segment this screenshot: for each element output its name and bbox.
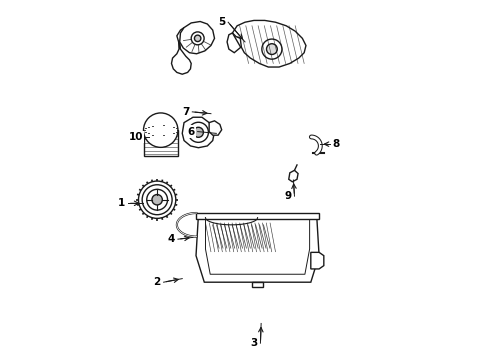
- Circle shape: [194, 127, 203, 137]
- Circle shape: [267, 44, 277, 54]
- Polygon shape: [311, 252, 324, 269]
- Circle shape: [188, 122, 208, 142]
- Text: 5: 5: [218, 17, 225, 27]
- Text: 8: 8: [333, 139, 340, 149]
- Polygon shape: [232, 21, 306, 67]
- Circle shape: [191, 32, 204, 45]
- Text: 6: 6: [188, 127, 195, 136]
- Polygon shape: [196, 216, 319, 282]
- Circle shape: [151, 121, 170, 140]
- Text: 3: 3: [250, 338, 258, 348]
- Circle shape: [144, 113, 178, 147]
- Polygon shape: [172, 28, 191, 74]
- Polygon shape: [182, 117, 215, 148]
- Polygon shape: [289, 170, 298, 182]
- Polygon shape: [180, 22, 215, 54]
- Circle shape: [139, 181, 176, 219]
- Polygon shape: [196, 213, 319, 219]
- Circle shape: [152, 194, 162, 205]
- Polygon shape: [144, 130, 178, 156]
- Polygon shape: [227, 33, 241, 53]
- Text: 2: 2: [153, 277, 161, 287]
- Circle shape: [262, 39, 282, 59]
- Text: 4: 4: [168, 234, 175, 244]
- Polygon shape: [252, 282, 263, 287]
- Circle shape: [142, 185, 172, 215]
- Text: 9: 9: [285, 191, 292, 201]
- Text: 1: 1: [118, 198, 125, 208]
- Polygon shape: [209, 121, 221, 135]
- Text: 10: 10: [128, 132, 143, 142]
- Circle shape: [147, 189, 168, 210]
- Circle shape: [195, 35, 201, 41]
- Text: 7: 7: [182, 107, 190, 117]
